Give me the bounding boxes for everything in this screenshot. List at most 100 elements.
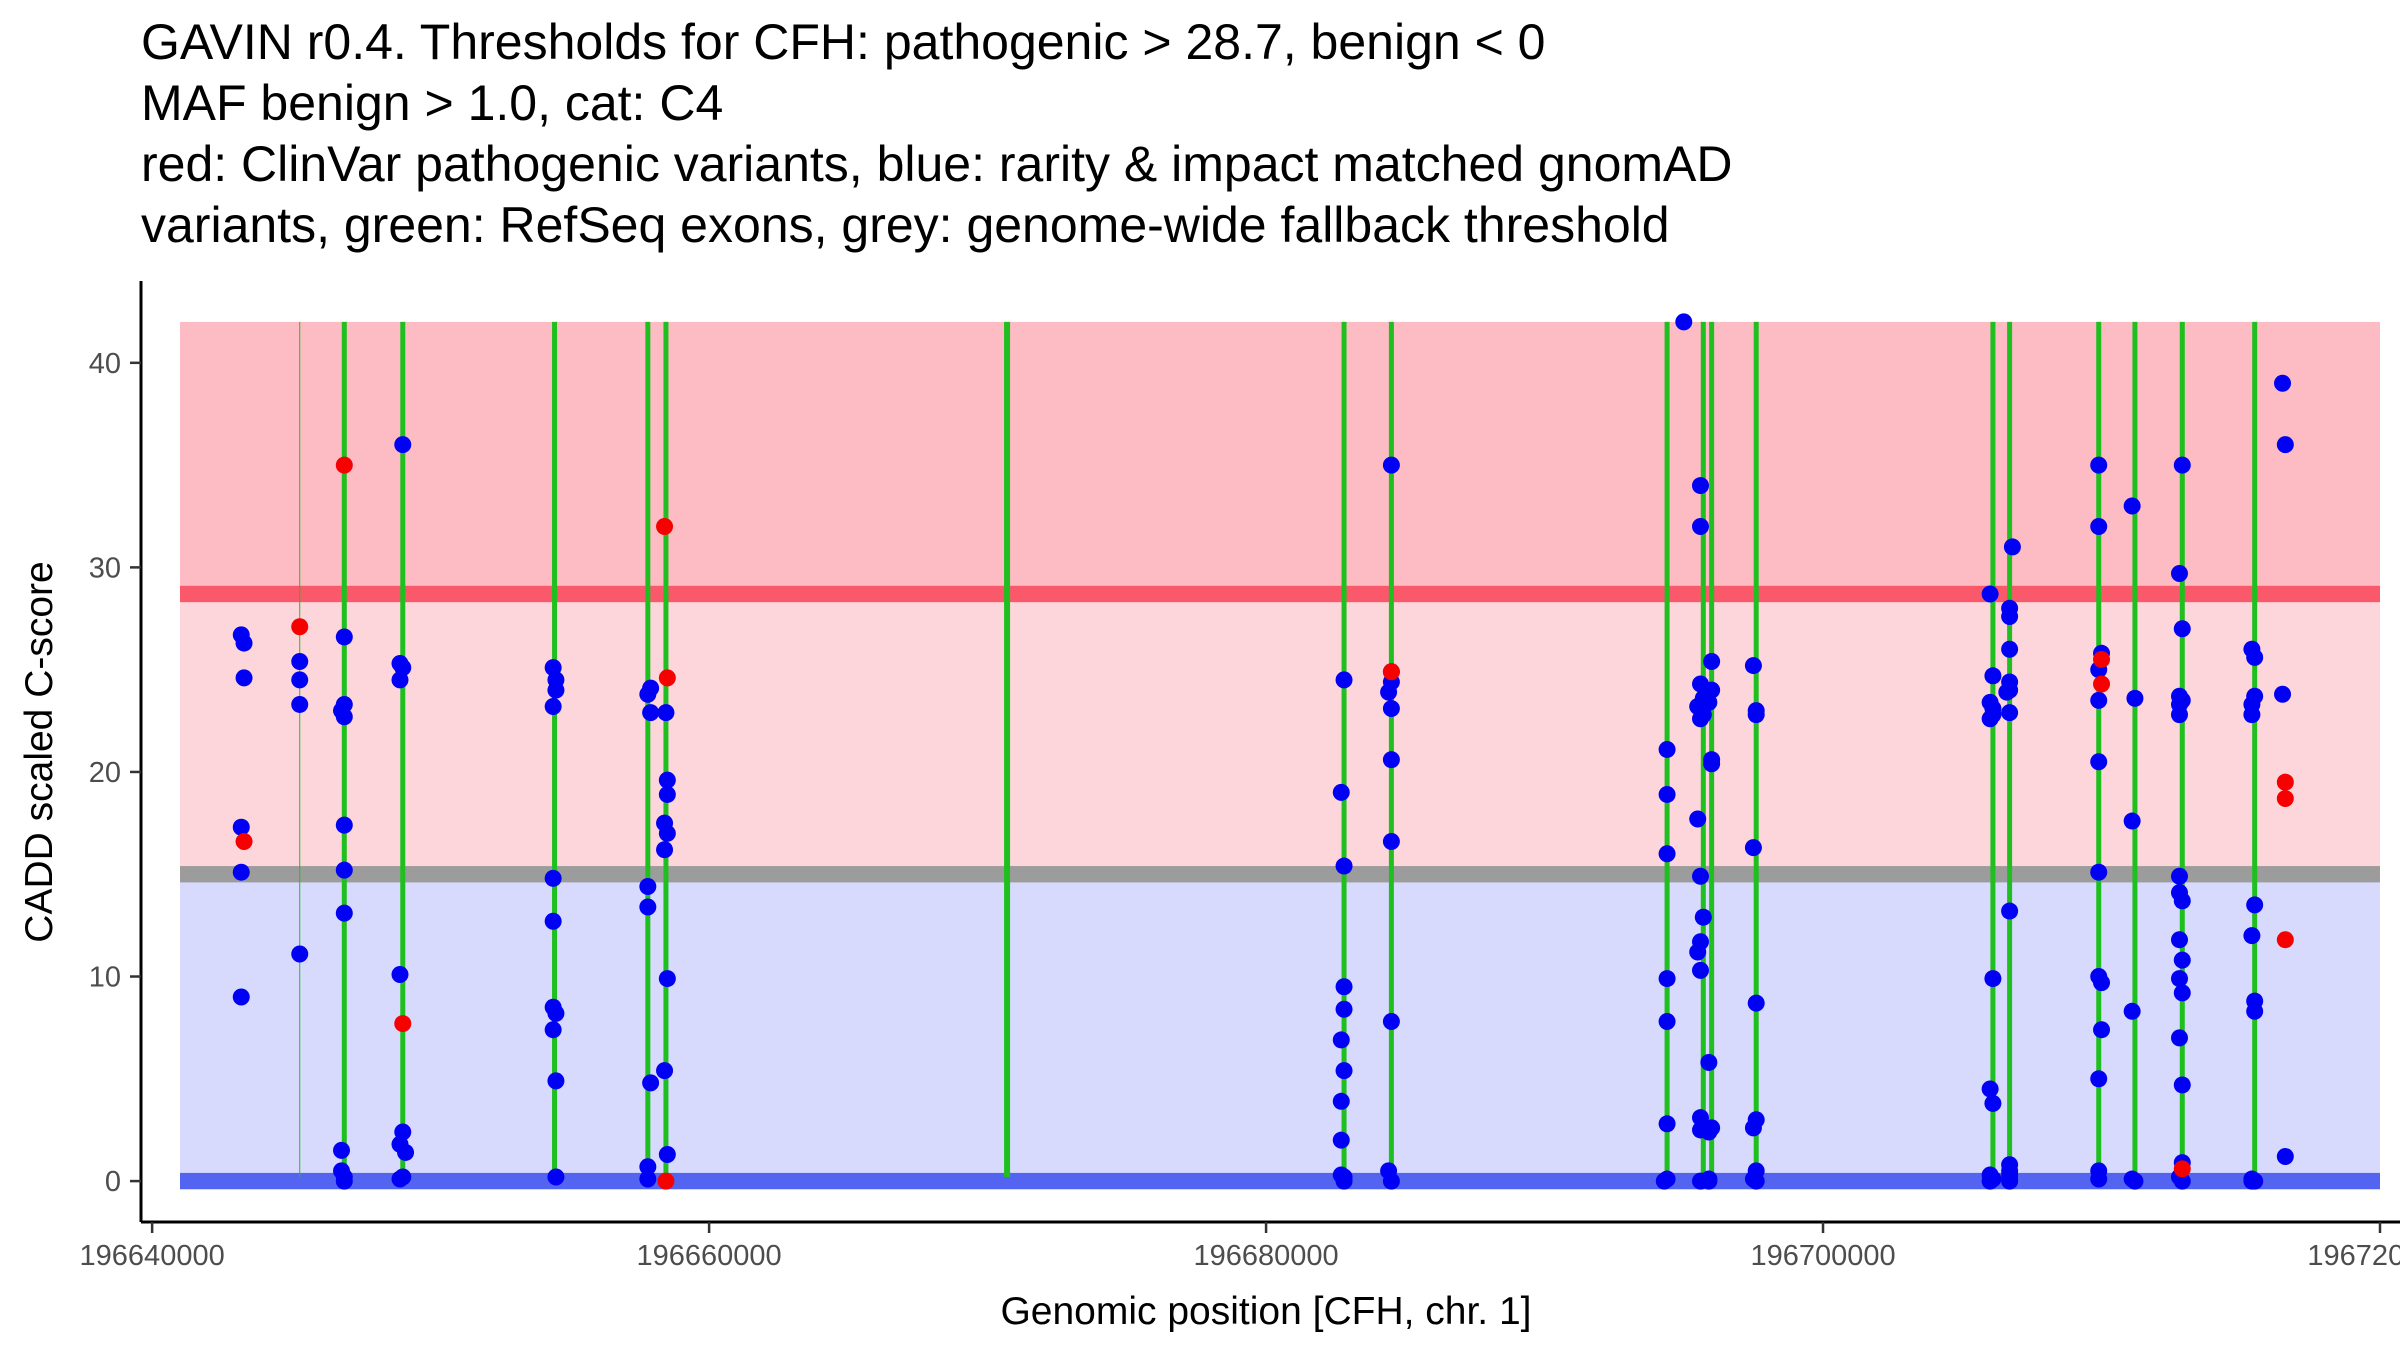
gnomad-point: [1744, 657, 1762, 675]
pathogenic-band: [179, 321, 2381, 594]
y-axis-title: CADD scaled C-score: [18, 561, 61, 942]
gnomad-point: [1984, 1094, 2002, 1112]
gnomad-point: [232, 863, 250, 881]
x-axis-title: Genomic position [CFH, chr. 1]: [1000, 1290, 1531, 1333]
gnomad-point: [1692, 867, 1710, 885]
gnomad-point: [547, 1004, 565, 1022]
gnomad-point: [1655, 1172, 1673, 1190]
gnomad-point: [1658, 740, 1676, 758]
gnomad-point: [544, 697, 562, 715]
gnomad-point: [639, 685, 657, 703]
gnomad-point: [2170, 931, 2188, 949]
gnomad-point: [1700, 1053, 1718, 1071]
gnomad-point: [394, 436, 412, 454]
gnomad-point: [1332, 783, 1350, 801]
gnomad-point: [639, 1170, 657, 1188]
gnomad-point: [2173, 1076, 2191, 1094]
gnomad-point: [1984, 970, 2002, 988]
gnomad-point: [1744, 839, 1762, 857]
gnomad-point: [232, 988, 250, 1006]
gnomad-point: [1981, 710, 1999, 728]
gnomad-point: [1335, 1172, 1353, 1190]
variant-points: [232, 313, 2294, 1190]
gnomad-point: [2246, 896, 2264, 914]
gnomad-point: [2274, 685, 2292, 703]
gnomad-point: [1747, 1172, 1765, 1190]
gnomad-point: [291, 652, 309, 670]
gnomad-point: [291, 695, 309, 713]
gnomad-point: [1692, 477, 1710, 495]
gnomad-point: [658, 824, 676, 842]
gnomad-point: [2276, 1148, 2294, 1166]
gnomad-point: [1981, 585, 1999, 603]
y-tick-label: 30: [89, 552, 121, 584]
gnomad-point: [1744, 1119, 1762, 1137]
gnomad-point: [544, 912, 562, 930]
gnomad-point: [642, 1074, 660, 1092]
clinvar-point: [335, 456, 353, 474]
clinvar-point: [2093, 675, 2111, 693]
clinvar-point: [2276, 790, 2294, 808]
gnomad-point: [1382, 1013, 1400, 1031]
gnomad-point: [1984, 667, 2002, 685]
gnomad-point: [1332, 1031, 1350, 1049]
threshold-lines: [179, 585, 2381, 1190]
gnomad-point: [333, 1141, 351, 1159]
gnomad-point: [1332, 1092, 1350, 1110]
gnomad-point: [2126, 1172, 2144, 1190]
gnomad-point: [656, 1062, 674, 1080]
gnomad-point: [1335, 857, 1353, 875]
gnomad-point: [335, 708, 353, 726]
title-line-3: red: ClinVar pathogenic variants, blue: …: [141, 136, 1733, 192]
gnomad-point: [544, 1021, 562, 1039]
gnomad-point: [2093, 974, 2111, 992]
gnomad-point: [1382, 1172, 1400, 1190]
axes: 0 10 20 30 40 196640000 196660000 196680000 1967…: [80, 281, 2400, 1272]
gnomad-point: [2276, 436, 2294, 454]
gnomad-point: [2173, 984, 2191, 1002]
gnomad-point: [2170, 1029, 2188, 1047]
gnomad-point: [1998, 683, 2016, 701]
gnomad-point: [1692, 517, 1710, 535]
gnomad-point: [391, 1170, 409, 1188]
gnomad-point: [2170, 706, 2188, 724]
clinvar-point: [1382, 663, 1400, 681]
x-tick-label: 196660000: [637, 1240, 782, 1272]
gnomad-point: [639, 1158, 657, 1176]
gnomad-point: [1700, 693, 1718, 711]
gnomad-point: [1689, 943, 1707, 961]
gnomad-point: [1692, 710, 1710, 728]
gnomad-point: [2001, 640, 2019, 658]
gnomad-point: [391, 965, 409, 983]
gnomad-point: [2274, 374, 2292, 392]
gnomad-point: [547, 1072, 565, 1090]
gnomad-point: [2090, 753, 2108, 771]
gnomad-point: [1382, 833, 1400, 851]
gnomad-point: [2243, 927, 2261, 945]
gnomad-point: [2243, 706, 2261, 724]
gnomad-point: [658, 785, 676, 803]
gnomad-point: [1335, 671, 1353, 689]
title-line-2: MAF benign > 1.0, cat: C4: [141, 75, 724, 131]
gnomad-point: [2173, 620, 2191, 638]
gnomad-point: [2001, 607, 2019, 625]
gnomad-point: [1689, 810, 1707, 828]
gnomad-point: [335, 861, 353, 879]
gnomad-point: [2173, 456, 2191, 474]
y-tick-label: 10: [89, 962, 121, 994]
gnomad-point: [2090, 1170, 2108, 1188]
gnomad-point: [1658, 1115, 1676, 1133]
gnomad-point: [1981, 1172, 1999, 1190]
gnomad-point: [658, 970, 676, 988]
gnomad-point: [2090, 1070, 2108, 1088]
gnomad-point: [1382, 456, 1400, 474]
gnomad-point: [2246, 648, 2264, 666]
x-tick-label: 196700000: [1750, 1240, 1895, 1272]
gnomad-point: [547, 681, 565, 699]
gnomad-point: [2170, 867, 2188, 885]
clinvar-point: [2276, 773, 2294, 791]
gnomad-point: [547, 1168, 565, 1186]
gnomad-point: [1692, 1109, 1710, 1127]
gnomad-point: [2001, 902, 2019, 920]
